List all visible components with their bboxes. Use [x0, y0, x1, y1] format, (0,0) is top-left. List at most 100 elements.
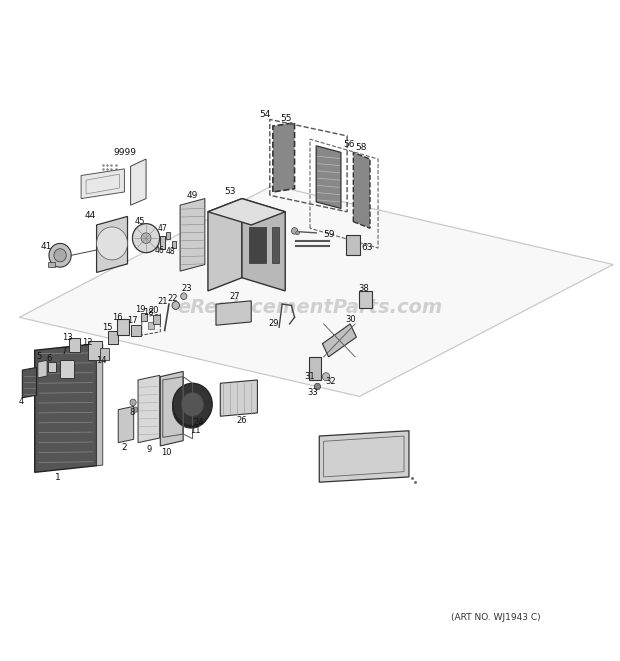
- Polygon shape: [353, 153, 370, 228]
- Bar: [360, 292, 372, 308]
- Polygon shape: [216, 301, 251, 325]
- Polygon shape: [316, 146, 341, 208]
- Bar: [48, 262, 55, 267]
- Text: 10: 10: [161, 448, 171, 457]
- Polygon shape: [242, 198, 285, 291]
- Text: 19: 19: [135, 305, 145, 314]
- Text: 30: 30: [345, 315, 355, 324]
- Bar: [347, 235, 360, 254]
- Circle shape: [180, 397, 202, 420]
- Text: 46: 46: [155, 246, 164, 255]
- Text: 48: 48: [166, 247, 175, 256]
- Text: 13: 13: [62, 332, 73, 342]
- Text: 22: 22: [167, 293, 178, 303]
- Circle shape: [133, 407, 138, 412]
- Text: 59: 59: [323, 229, 334, 239]
- Text: 44: 44: [85, 211, 96, 219]
- Polygon shape: [319, 431, 409, 483]
- Bar: [117, 319, 130, 335]
- Bar: [108, 330, 118, 344]
- Polygon shape: [161, 371, 183, 446]
- Polygon shape: [220, 380, 257, 416]
- Text: (ART NO. WJ1943 C): (ART NO. WJ1943 C): [451, 613, 541, 622]
- Text: 29: 29: [269, 319, 280, 329]
- Polygon shape: [322, 324, 356, 357]
- Bar: [88, 341, 102, 360]
- Circle shape: [130, 399, 136, 406]
- Bar: [100, 348, 109, 360]
- Polygon shape: [97, 344, 103, 466]
- Bar: [69, 338, 81, 352]
- Text: 45: 45: [135, 217, 145, 226]
- Text: 20: 20: [149, 305, 159, 315]
- Text: 1: 1: [55, 473, 61, 482]
- Circle shape: [322, 373, 330, 381]
- Text: 27: 27: [229, 292, 240, 301]
- Text: 4: 4: [19, 397, 24, 407]
- Circle shape: [49, 243, 71, 267]
- Text: 53: 53: [224, 188, 236, 196]
- Circle shape: [141, 233, 151, 243]
- Text: 5: 5: [37, 352, 42, 362]
- Text: 16: 16: [112, 313, 122, 322]
- Text: eReplacementParts.com: eReplacementParts.com: [177, 298, 443, 317]
- Text: 58: 58: [355, 143, 366, 151]
- Text: 54: 54: [259, 110, 270, 118]
- Bar: [153, 315, 161, 324]
- Circle shape: [291, 227, 298, 234]
- Text: 24: 24: [193, 418, 204, 428]
- Polygon shape: [118, 407, 134, 443]
- Text: 63: 63: [361, 243, 373, 252]
- Text: 55: 55: [281, 114, 292, 122]
- Polygon shape: [273, 123, 294, 192]
- Circle shape: [172, 383, 212, 426]
- Text: 49: 49: [187, 191, 198, 200]
- Circle shape: [296, 231, 299, 235]
- Text: 8: 8: [130, 408, 135, 418]
- Text: 26: 26: [237, 416, 247, 426]
- Circle shape: [97, 227, 128, 260]
- Text: 6: 6: [46, 354, 51, 363]
- Polygon shape: [180, 198, 205, 271]
- Bar: [272, 227, 279, 263]
- Bar: [141, 313, 148, 321]
- Text: 32: 32: [326, 377, 336, 386]
- Text: 23: 23: [181, 284, 192, 293]
- Text: 9: 9: [146, 445, 152, 453]
- Text: 47: 47: [158, 224, 167, 233]
- Bar: [131, 325, 141, 336]
- Text: 41: 41: [40, 242, 51, 251]
- Text: 21: 21: [157, 297, 168, 306]
- Bar: [60, 360, 74, 378]
- Text: 15: 15: [102, 323, 113, 332]
- Circle shape: [181, 393, 203, 416]
- Polygon shape: [131, 159, 146, 205]
- Circle shape: [54, 249, 66, 262]
- Circle shape: [133, 223, 160, 253]
- Polygon shape: [22, 368, 37, 398]
- Text: 2: 2: [122, 443, 127, 451]
- Circle shape: [172, 389, 210, 428]
- Polygon shape: [208, 198, 285, 225]
- Text: 56: 56: [343, 140, 355, 149]
- Text: 31: 31: [304, 371, 315, 381]
- Text: 7: 7: [61, 347, 66, 356]
- Text: 33: 33: [307, 388, 318, 397]
- Text: 12: 12: [82, 338, 92, 347]
- Text: 17: 17: [127, 316, 138, 325]
- Polygon shape: [38, 360, 47, 378]
- Polygon shape: [97, 216, 128, 272]
- Circle shape: [180, 293, 187, 299]
- Circle shape: [172, 301, 179, 309]
- Bar: [48, 362, 56, 372]
- Polygon shape: [81, 169, 125, 198]
- Polygon shape: [138, 375, 160, 443]
- Bar: [309, 356, 321, 379]
- Text: 38: 38: [358, 284, 368, 293]
- Bar: [249, 227, 266, 263]
- Bar: [148, 322, 154, 329]
- Polygon shape: [208, 198, 242, 291]
- Bar: [172, 241, 176, 248]
- Circle shape: [314, 383, 321, 390]
- Bar: [161, 235, 166, 249]
